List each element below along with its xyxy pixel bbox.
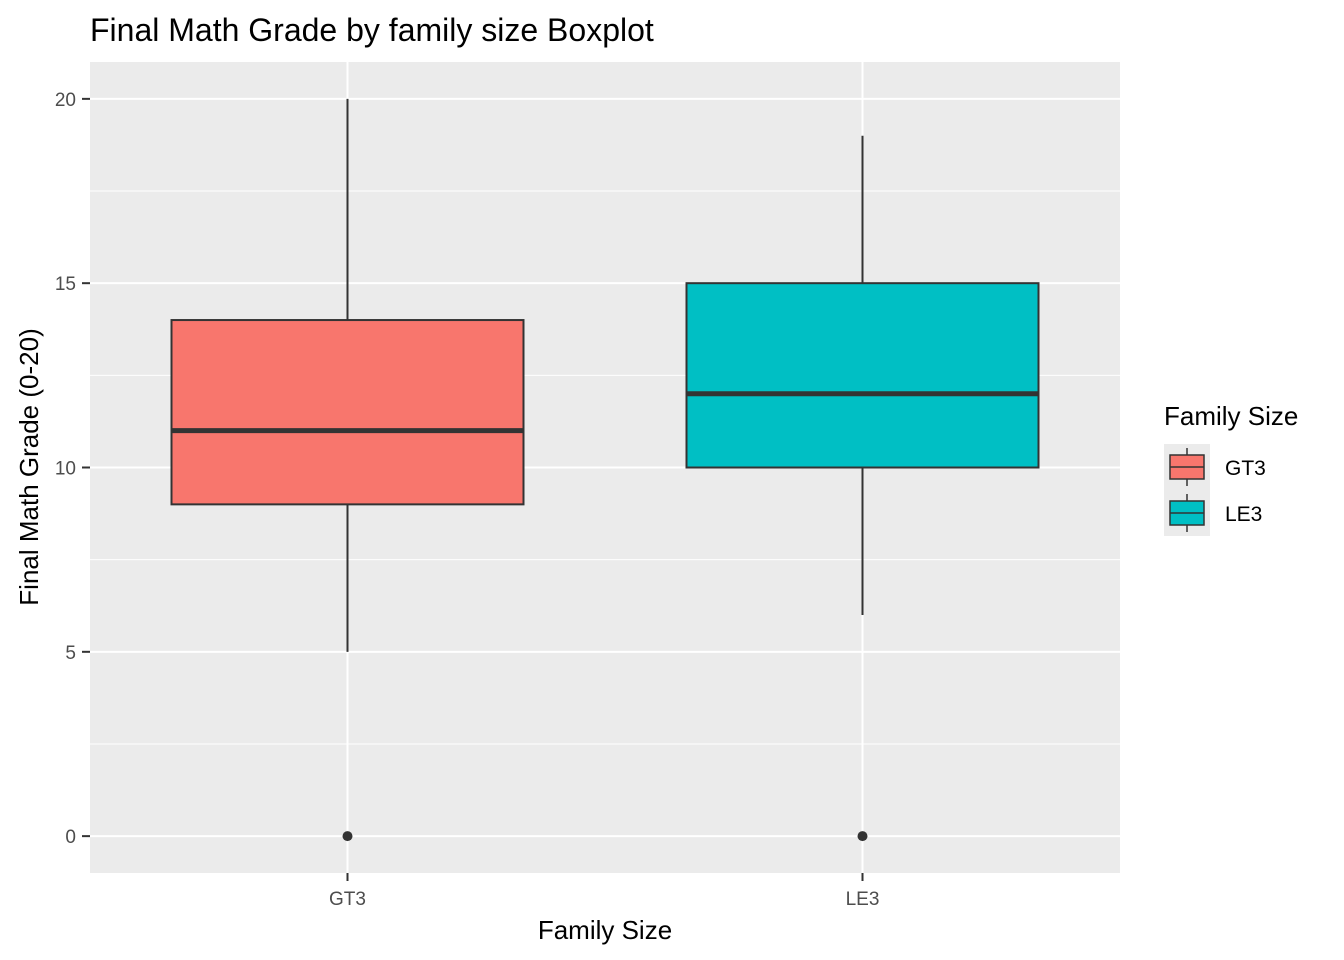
box-body: [170, 319, 525, 506]
outlier-point: [342, 831, 353, 842]
y-tick-label: 20: [55, 90, 76, 111]
outlier-point: [857, 831, 868, 842]
box-body: [685, 282, 1040, 469]
legend-label: LE3: [1225, 503, 1262, 526]
legend: Family Size GT3 LE3: [1164, 401, 1298, 536]
x-axis: GT3 LE3: [329, 873, 879, 910]
legend-item-gt3: GT3: [1169, 448, 1266, 486]
y-tick-label: 10: [55, 459, 76, 480]
legend-title: Family Size: [1164, 401, 1298, 431]
box-le3: [685, 135, 1040, 842]
x-axis-title: Family Size: [538, 915, 672, 945]
y-tick-label: 5: [65, 643, 76, 664]
boxes: [170, 98, 1040, 842]
y-tick-label: 0: [65, 827, 76, 848]
legend-item-le3: LE3: [1169, 494, 1262, 532]
legend-label: GT3: [1225, 457, 1266, 480]
box-gt3: [170, 98, 525, 842]
y-axis-title: Final Math Grade (0-20): [14, 328, 44, 605]
y-tick-label: 15: [55, 274, 76, 295]
x-tick-label: GT3: [329, 889, 366, 910]
chart-title: Final Math Grade by family size Boxplot: [90, 12, 654, 48]
x-tick-label: LE3: [846, 889, 880, 910]
y-axis: 0 5 10 15 20: [55, 90, 90, 848]
